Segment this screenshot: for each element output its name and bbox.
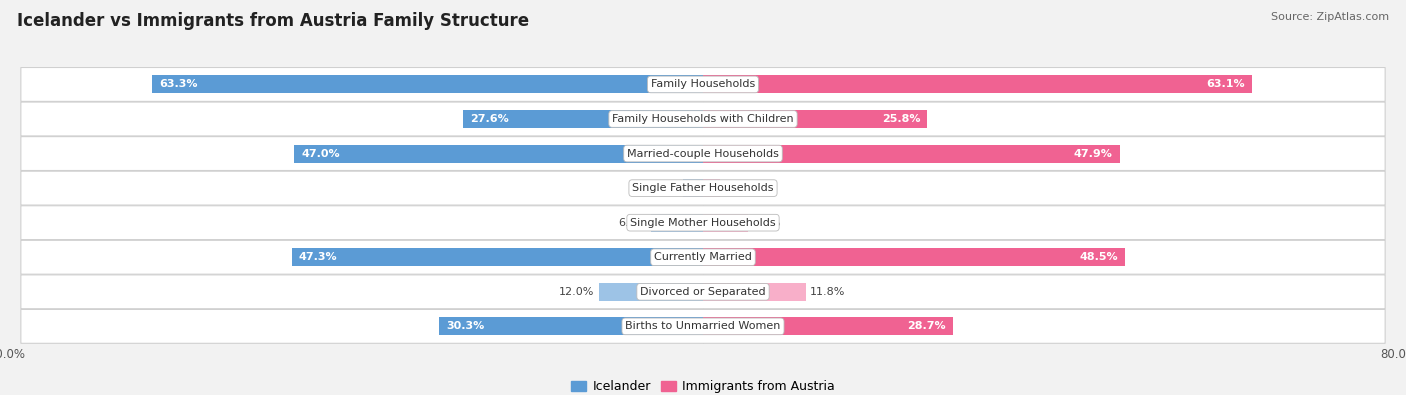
Bar [291,248,703,266]
Bar [703,248,1125,266]
Bar [703,318,953,335]
Text: Married-couple Households: Married-couple Households [627,149,779,158]
Text: Source: ZipAtlas.com: Source: ZipAtlas.com [1271,12,1389,22]
Text: Currently Married: Currently Married [654,252,752,262]
FancyBboxPatch shape [21,171,1385,205]
Bar [463,110,703,128]
Text: 2.3%: 2.3% [650,183,679,193]
Legend: Icelander, Immigrants from Austria: Icelander, Immigrants from Austria [567,375,839,395]
Bar [703,214,748,231]
Text: 27.6%: 27.6% [470,114,509,124]
Bar [683,179,703,197]
Text: 63.3%: 63.3% [159,79,198,89]
Bar [703,283,806,301]
Text: 63.1%: 63.1% [1206,79,1244,89]
FancyBboxPatch shape [21,137,1385,171]
Text: 12.0%: 12.0% [558,287,595,297]
Text: Icelander vs Immigrants from Austria Family Structure: Icelander vs Immigrants from Austria Fam… [17,12,529,30]
Text: Single Father Households: Single Father Households [633,183,773,193]
FancyBboxPatch shape [21,102,1385,136]
Bar [651,214,703,231]
Text: 47.3%: 47.3% [298,252,337,262]
Bar [703,75,1251,94]
FancyBboxPatch shape [21,68,1385,102]
Text: 5.2%: 5.2% [752,218,780,228]
Bar [440,318,703,335]
FancyBboxPatch shape [21,206,1385,240]
Text: Family Households with Children: Family Households with Children [612,114,794,124]
FancyBboxPatch shape [21,240,1385,274]
Bar [599,283,703,301]
Text: 47.9%: 47.9% [1074,149,1112,158]
Text: 28.7%: 28.7% [907,322,946,331]
Bar [703,145,1119,163]
Bar [152,75,703,94]
Bar [703,179,720,197]
FancyBboxPatch shape [21,275,1385,309]
Text: Divorced or Separated: Divorced or Separated [640,287,766,297]
Text: 48.5%: 48.5% [1080,252,1118,262]
Text: 2.0%: 2.0% [724,183,754,193]
Text: 11.8%: 11.8% [810,287,845,297]
Bar [294,145,703,163]
Bar [703,110,928,128]
Text: 25.8%: 25.8% [882,114,921,124]
Text: Births to Unmarried Women: Births to Unmarried Women [626,322,780,331]
FancyBboxPatch shape [21,309,1385,343]
Text: 47.0%: 47.0% [301,149,340,158]
Text: 30.3%: 30.3% [446,322,485,331]
Text: 6.0%: 6.0% [619,218,647,228]
Text: Family Households: Family Households [651,79,755,89]
Text: Single Mother Households: Single Mother Households [630,218,776,228]
